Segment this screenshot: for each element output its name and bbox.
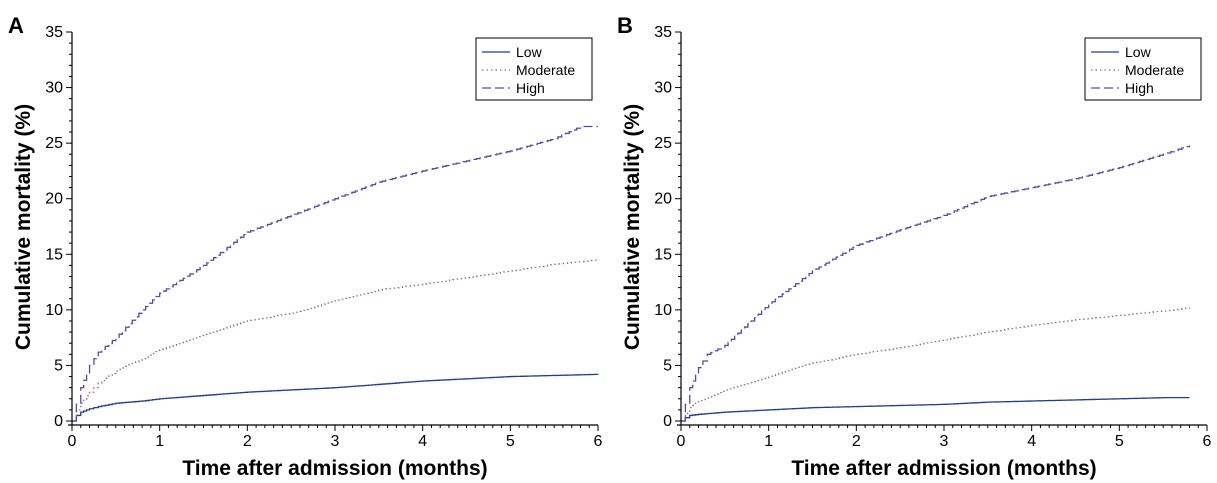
x-tick-label: 3 (940, 433, 949, 450)
chart-b-svg: B 0 5 10 15 20 25 30 35 0 1 2 3 4 5 6 Time after admis… (617, 13, 1212, 480)
y-tick-label: 25 (45, 135, 63, 152)
y-tick-label: 20 (654, 191, 672, 208)
legend-label: Moderate (1125, 62, 1184, 78)
panel-label: A (8, 13, 24, 38)
series-line-low (681, 397, 1190, 422)
x-tick-label: 5 (1115, 433, 1124, 450)
curves-group (72, 125, 599, 422)
y-tick-label: 0 (54, 413, 63, 430)
y-tick-label: 30 (45, 80, 63, 97)
x-tick-label: 1 (155, 433, 164, 450)
series-line-low (72, 373, 599, 422)
y-tick-label: 10 (45, 302, 63, 319)
y-tick-label: 15 (45, 246, 63, 263)
y-tick-label: 5 (54, 357, 63, 374)
ticks-group: 0 5 10 15 20 25 30 35 0 1 2 3 4 5 6 (654, 24, 1211, 450)
y-tick-label: 25 (654, 135, 672, 152)
ticks-group: 0 5 10 15 20 25 30 35 0 1 2 3 4 5 6 (45, 24, 602, 450)
curves-group (681, 145, 1191, 422)
y-axis-title: Cumulative mortality (%) (621, 104, 644, 350)
legend-label: High (516, 80, 545, 96)
x-tick-label: 0 (68, 433, 77, 450)
x-axis-title: Time after admission (months) (791, 457, 1096, 480)
x-tick-label: 6 (594, 433, 603, 450)
x-axis-title: Time after admission (months) (182, 457, 487, 480)
x-tick-label: 2 (243, 433, 252, 450)
legend: Low Moderate High (1084, 37, 1202, 101)
x-tick-label: 4 (418, 433, 427, 450)
y-tick-label: 35 (45, 24, 63, 41)
x-tick-label: 2 (852, 433, 861, 450)
legend-label: Low (1125, 44, 1152, 60)
series-line-moderate (72, 259, 599, 422)
axes-group (68, 32, 598, 426)
y-tick-label: 15 (654, 246, 672, 263)
y-tick-label: 30 (654, 80, 672, 97)
y-tick-label: 10 (654, 302, 672, 319)
x-tick-label: 4 (1027, 433, 1036, 450)
chart-a-svg: A 0 5 10 15 20 25 30 35 0 1 2 3 4 5 6 Time after admis… (8, 13, 603, 480)
legend-label: High (1125, 80, 1154, 96)
y-tick-label: 0 (663, 413, 672, 430)
x-tick-label: 0 (677, 433, 686, 450)
x-tick-label: 1 (764, 433, 773, 450)
legend-box (475, 37, 593, 101)
x-tick-label: 3 (331, 433, 340, 450)
series-line-high (681, 145, 1191, 422)
x-tick-label: 5 (506, 433, 515, 450)
series-line-high (72, 125, 598, 422)
axes-group (677, 32, 1207, 426)
chart-panel-a: A 0 5 10 15 20 25 30 35 0 1 2 3 4 5 6 Time after admis… (0, 0, 608, 483)
legend-label: Moderate (516, 62, 575, 78)
legend-box (1084, 37, 1202, 101)
chart-panel-b: B 0 5 10 15 20 25 30 35 0 1 2 3 4 5 6 Time after admis… (609, 0, 1217, 483)
x-tick-label: 6 (1203, 433, 1212, 450)
y-tick-label: 35 (654, 24, 672, 41)
legend: Low Moderate High (475, 37, 593, 101)
panel-label: B (617, 13, 633, 38)
legend-label: Low (516, 44, 543, 60)
y-tick-label: 20 (45, 191, 63, 208)
y-axis-title: Cumulative mortality (%) (12, 104, 35, 350)
y-tick-label: 5 (663, 357, 672, 374)
